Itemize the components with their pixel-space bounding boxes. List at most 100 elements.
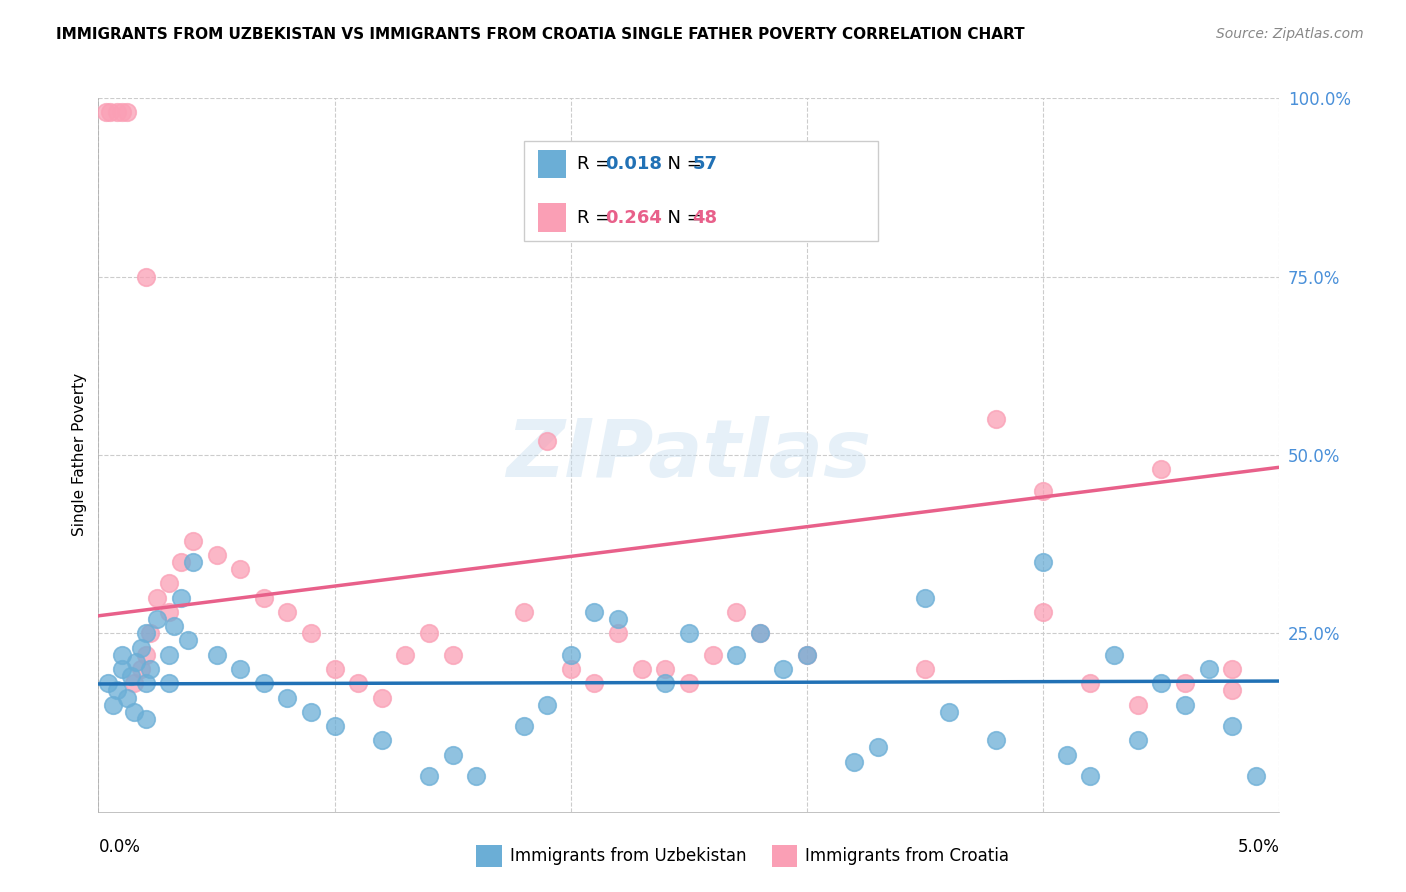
Point <box>181 555 204 569</box>
Point <box>1102 648 1125 662</box>
Text: 0.018: 0.018 <box>605 155 662 173</box>
Point <box>394 648 416 662</box>
Point <box>115 105 138 120</box>
Point <box>536 434 558 448</box>
Point <box>181 533 204 548</box>
Point <box>1198 662 1220 676</box>
Point <box>844 755 866 769</box>
Point <box>607 612 630 626</box>
Y-axis label: Single Father Poverty: Single Father Poverty <box>72 374 87 536</box>
Point <box>725 648 748 662</box>
Point <box>1056 747 1078 762</box>
Point <box>135 626 157 640</box>
Point <box>678 676 700 690</box>
Text: Source: ZipAtlas.com: Source: ZipAtlas.com <box>1216 27 1364 41</box>
Point <box>347 676 370 690</box>
Point <box>866 740 889 755</box>
Point <box>146 612 169 626</box>
Point <box>135 712 157 726</box>
Point <box>94 105 117 120</box>
Text: 0.264: 0.264 <box>605 209 662 227</box>
Point <box>111 105 134 120</box>
Point <box>1032 605 1054 619</box>
Point <box>441 648 464 662</box>
Point <box>205 648 228 662</box>
Point <box>170 591 193 605</box>
Text: 0.0%: 0.0% <box>98 838 141 856</box>
Point <box>465 769 488 783</box>
Point <box>170 555 193 569</box>
Point <box>1220 683 1243 698</box>
Point <box>105 105 128 120</box>
Point <box>560 662 582 676</box>
Point <box>129 662 152 676</box>
Point <box>101 698 124 712</box>
Point <box>984 733 1007 747</box>
Point <box>122 705 145 719</box>
Point <box>157 576 180 591</box>
Point <box>1244 769 1267 783</box>
Point <box>1174 676 1197 690</box>
Point <box>122 676 145 690</box>
Text: Immigrants from Croatia: Immigrants from Croatia <box>806 847 1010 865</box>
Point <box>1080 676 1102 690</box>
Point <box>371 690 394 705</box>
Point <box>560 648 582 662</box>
Point <box>139 626 162 640</box>
Text: ZIPatlas: ZIPatlas <box>506 416 872 494</box>
Point <box>323 719 346 733</box>
Text: 48: 48 <box>692 209 717 227</box>
Point <box>205 548 228 562</box>
Point <box>441 747 464 762</box>
Point <box>139 662 162 676</box>
Point <box>748 626 770 640</box>
Point <box>163 619 186 633</box>
Point <box>299 626 322 640</box>
Point <box>105 683 128 698</box>
Point <box>276 690 298 705</box>
Point <box>157 676 180 690</box>
Point <box>129 640 152 655</box>
Point <box>111 662 134 676</box>
Point <box>157 605 180 619</box>
Point <box>229 562 252 576</box>
Point <box>536 698 558 712</box>
Point <box>938 705 960 719</box>
Point <box>607 626 630 640</box>
Point <box>135 269 157 284</box>
Point <box>583 676 606 690</box>
Point <box>1080 769 1102 783</box>
Point <box>796 648 818 662</box>
Point <box>1220 662 1243 676</box>
Point <box>654 676 676 690</box>
Point <box>914 591 936 605</box>
Point <box>654 662 676 676</box>
Text: Immigrants from Uzbekistan: Immigrants from Uzbekistan <box>510 847 747 865</box>
Point <box>796 648 818 662</box>
Point <box>253 591 276 605</box>
Point <box>157 648 180 662</box>
Text: N =: N = <box>655 155 707 173</box>
Point <box>512 605 534 619</box>
Text: IMMIGRANTS FROM UZBEKISTAN VS IMMIGRANTS FROM CROATIA SINGLE FATHER POVERTY CORR: IMMIGRANTS FROM UZBEKISTAN VS IMMIGRANTS… <box>56 27 1025 42</box>
Point <box>748 626 770 640</box>
Point <box>115 690 138 705</box>
Point <box>1032 555 1054 569</box>
Point <box>323 662 346 676</box>
Point <box>1174 698 1197 712</box>
Point <box>772 662 794 676</box>
Point <box>1126 698 1149 712</box>
Point <box>583 605 606 619</box>
Point <box>146 591 169 605</box>
Point <box>111 648 134 662</box>
Text: R =: R = <box>576 155 616 173</box>
Point <box>984 412 1007 426</box>
Point <box>299 705 322 719</box>
Point <box>1150 676 1173 690</box>
Point <box>418 626 440 640</box>
Point <box>1032 483 1054 498</box>
Point <box>371 733 394 747</box>
Point <box>253 676 276 690</box>
Point <box>135 676 157 690</box>
Point <box>725 605 748 619</box>
